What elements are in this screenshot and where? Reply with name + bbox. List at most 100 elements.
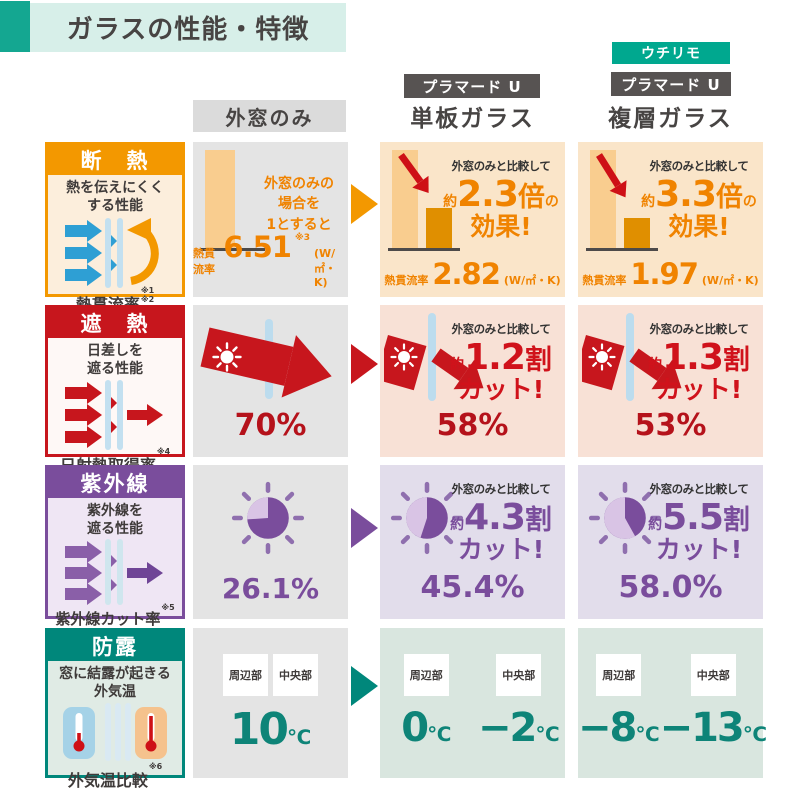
shading-metric-notes: ※4 bbox=[156, 447, 171, 456]
compare-note: 外窓のみと比較して bbox=[649, 482, 749, 496]
approx-prefix: 約 bbox=[450, 517, 465, 533]
bar-after bbox=[624, 218, 650, 248]
u-value-double: 1.97 bbox=[630, 257, 699, 291]
factor-unit: 割 bbox=[722, 345, 750, 376]
sun-deflected-icon bbox=[582, 313, 682, 401]
factor-unit: 倍 bbox=[715, 182, 743, 213]
uv-cut-single: 45.4% bbox=[420, 570, 525, 605]
center-label-box: 中央部 bbox=[496, 654, 542, 696]
row-title-shading: 遮 熱 bbox=[48, 308, 182, 338]
cell-insulation-single: 外窓のみと比較して 約 2.3 倍の 効果! 熱貫流率 2.82 (W/㎡・K) bbox=[380, 142, 565, 297]
effect-word: カット! bbox=[457, 535, 545, 564]
deg-unit: ℃ bbox=[427, 722, 452, 746]
title-accent-block bbox=[0, 1, 30, 52]
dew-metric-notes: ※6 bbox=[148, 762, 163, 771]
uv-metric-name: 紫外線カット率 bbox=[55, 610, 161, 628]
uv-desc: 紫外線を 遮る性能 bbox=[87, 503, 143, 537]
row-title-uv: 紫外線 bbox=[48, 468, 182, 498]
u-value-note: ※3 bbox=[294, 233, 310, 243]
bar-after bbox=[426, 208, 452, 248]
page-title-bar: ガラスの性能・特徴 bbox=[30, 3, 346, 52]
dew-temp-single-edge: 0 bbox=[401, 705, 429, 751]
flow-arrow-insulation-icon bbox=[351, 184, 378, 224]
column-label-double-glass: 複層ガラス bbox=[608, 106, 733, 132]
effect-word: カット! bbox=[655, 375, 743, 404]
uv-sun-pie-icon bbox=[390, 481, 464, 555]
dew-metric-name: 外気温比較 bbox=[67, 771, 148, 790]
uv-cut-double: 58.0% bbox=[618, 570, 723, 605]
dew-temp-single-center: −2 bbox=[477, 705, 537, 751]
row-label-uv: 紫外線 紫外線を 遮る性能 紫外線カット率※5 bbox=[45, 465, 185, 628]
deg-unit: ℃ bbox=[535, 722, 560, 746]
cell-insulation-double: 外窓のみと比較して 約 3.3 倍の 効果! 熱貫流率 1.97 (W/㎡・K) bbox=[578, 142, 763, 297]
metric-label: 熱貫流率 bbox=[384, 274, 429, 287]
cell-dew-single: 周辺部 0℃ 中央部 −2℃ bbox=[380, 628, 565, 778]
factor-unit: 倍 bbox=[517, 182, 545, 213]
factor-value: 3.3 bbox=[655, 174, 717, 215]
compare-note: 外窓のみと比較して bbox=[649, 322, 749, 336]
u-value-unit: (W/㎡・K) bbox=[701, 274, 759, 287]
approx-prefix: 約 bbox=[641, 194, 656, 210]
uv-sun-pie-icon bbox=[588, 481, 662, 555]
flow-arrow-dew-icon bbox=[351, 666, 378, 706]
solar-gain-double: 53% bbox=[634, 408, 707, 443]
edge-label-box: 周辺部 bbox=[223, 654, 268, 696]
deg-unit: ℃ bbox=[635, 722, 660, 746]
factor-value: 5.5 bbox=[662, 497, 724, 538]
brand-badge-double: プラマード U bbox=[611, 72, 731, 96]
bar-baseline-axis bbox=[388, 248, 460, 251]
dew-temp-double-center: −13 bbox=[659, 705, 745, 751]
brand-badge-single: プラマード U bbox=[404, 74, 540, 98]
factor-unit: 割 bbox=[524, 505, 552, 536]
factor-value: 1.3 bbox=[662, 337, 724, 378]
sun-through-glass-icon bbox=[200, 319, 332, 399]
uv-sun-pie-icon bbox=[231, 481, 305, 555]
row-label-dew: 防露 窓に結露が起きる 外気温 外気温比較※6 bbox=[45, 628, 185, 790]
metric-label: 熱貫流率 bbox=[582, 274, 627, 287]
deg-unit: ℃ bbox=[742, 722, 767, 746]
baseline-note: 外窓のみの 場合を 1とすると bbox=[264, 176, 334, 233]
cell-shading-double: 外窓のみと比較して 約 1.3 割 カット! 53% bbox=[578, 305, 763, 457]
factor-unit: 割 bbox=[524, 345, 552, 376]
effect-word: カット! bbox=[655, 535, 743, 564]
approx-prefix: 約 bbox=[450, 357, 465, 373]
dew-temp-double-edge: −8 bbox=[578, 705, 637, 751]
cell-dew-double: 周辺部 −8℃ 中央部 −13℃ bbox=[578, 628, 767, 778]
center-label-box: 中央部 bbox=[273, 654, 318, 696]
cell-uv-double: 外窓のみと比較して 約 5.5 割 カット! 58.0% bbox=[578, 465, 763, 619]
factor-value: 4.3 bbox=[464, 497, 526, 538]
effect-word: 効果! bbox=[668, 212, 730, 241]
row-title-insulation: 断 熱 bbox=[48, 145, 182, 175]
baseline-bar bbox=[205, 150, 235, 248]
factor-value: 2.3 bbox=[457, 174, 519, 215]
flow-arrow-shading-icon bbox=[351, 344, 378, 384]
cell-shading-baseline: 70% bbox=[193, 305, 348, 457]
column-label-single-glass: 単板ガラス bbox=[410, 106, 535, 132]
factor-value: 1.2 bbox=[464, 337, 526, 378]
approx-prefix: 約 bbox=[648, 357, 663, 373]
uv-cut-baseline: 26.1% bbox=[221, 572, 320, 605]
cell-dew-baseline: 周辺部 中央部 10℃ bbox=[193, 628, 348, 778]
particle: の bbox=[544, 194, 559, 210]
metric-label: 熱貫流率 bbox=[193, 247, 215, 276]
compare-note: 外窓のみと比較して bbox=[451, 482, 551, 496]
compare-note: 外窓のみと比較して bbox=[451, 322, 551, 336]
effect-word: カット! bbox=[457, 375, 545, 404]
shading-desc: 日差しを 遮る性能 bbox=[87, 343, 143, 377]
bar-baseline-axis bbox=[586, 248, 658, 251]
insulation-heat-reflect-icon bbox=[65, 218, 159, 288]
sun-deflected-icon bbox=[384, 313, 484, 401]
solar-gain-baseline: 70% bbox=[234, 408, 307, 443]
row-title-dew: 防露 bbox=[48, 631, 182, 661]
center-label-box: 中央部 bbox=[690, 654, 736, 696]
particle: の bbox=[742, 194, 757, 210]
compare-note: 外窓のみと比較して bbox=[649, 159, 749, 173]
solar-gain-single: 58% bbox=[436, 408, 509, 443]
product-badge-uchirimo: ウチリモ bbox=[612, 42, 730, 64]
compare-note: 外窓のみと比較して bbox=[451, 159, 551, 173]
u-value-baseline: 6.51 bbox=[223, 230, 292, 264]
insulation-desc: 熱を伝えにくく する性能 bbox=[66, 180, 164, 214]
page-title: ガラスの性能・特徴 bbox=[66, 15, 310, 45]
shading-sun-block-icon bbox=[65, 380, 163, 450]
flow-arrow-uv-icon bbox=[351, 508, 378, 548]
